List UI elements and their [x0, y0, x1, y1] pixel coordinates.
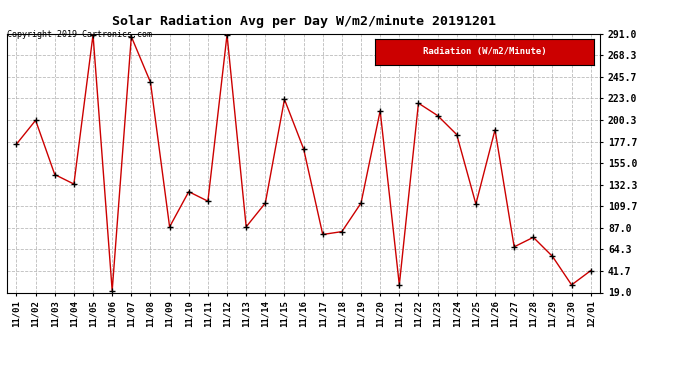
Text: Solar Radiation Avg per Day W/m2/minute 20191201: Solar Radiation Avg per Day W/m2/minute …	[112, 15, 495, 28]
Text: Copyright 2019 Cartronics.com: Copyright 2019 Cartronics.com	[7, 30, 152, 39]
